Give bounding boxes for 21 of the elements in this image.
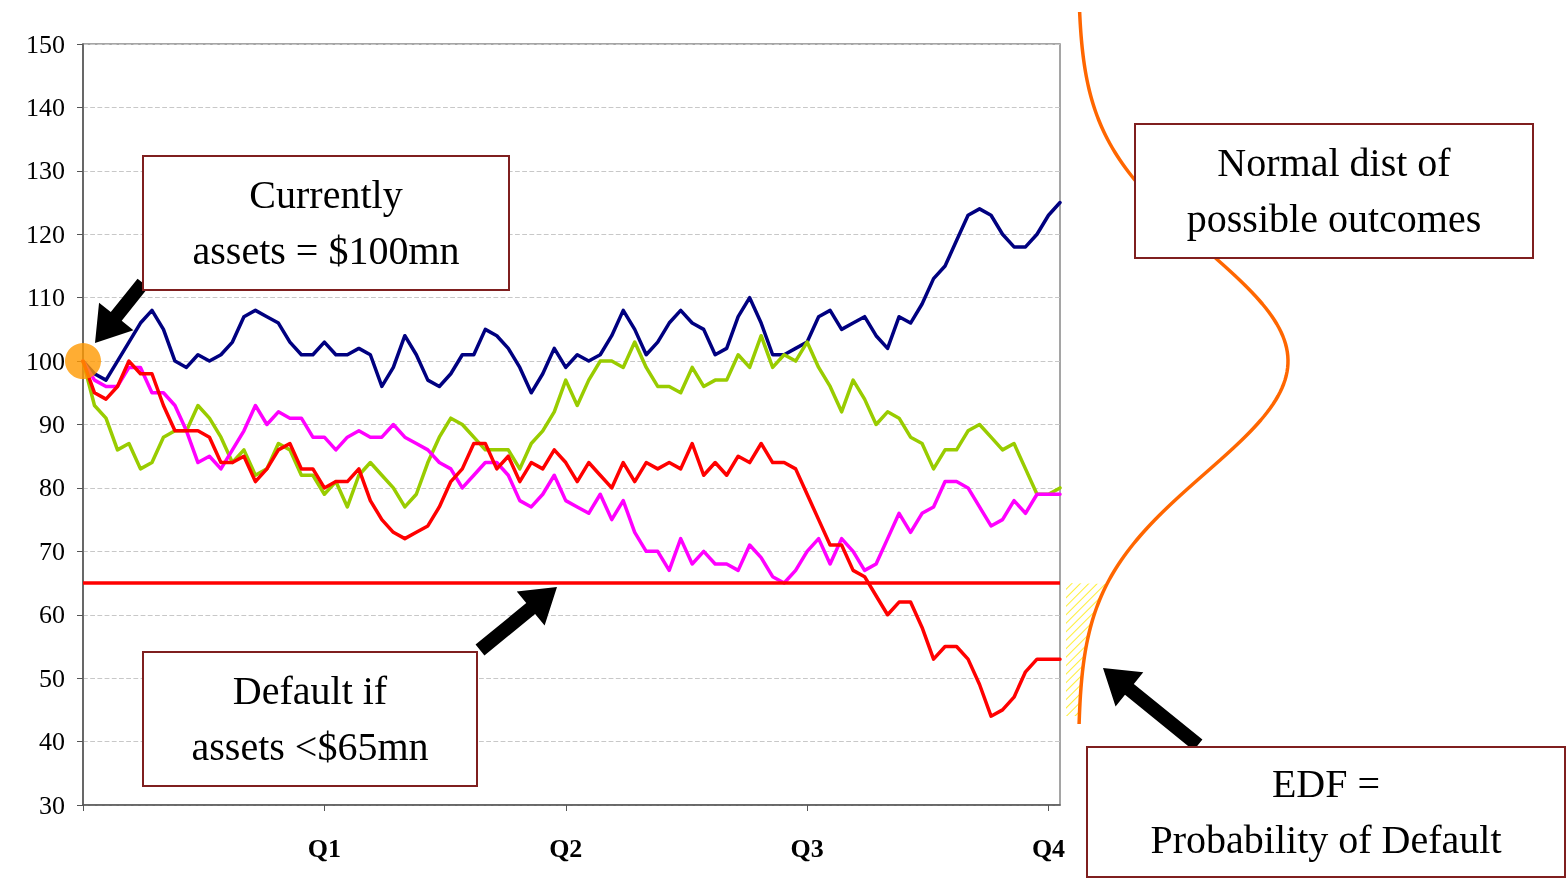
y-tick-label: 30 xyxy=(39,790,65,820)
x-tick-label: Q3 xyxy=(790,833,824,863)
y-tick-label: 50 xyxy=(39,663,65,693)
y-tick-label: 110 xyxy=(26,283,65,313)
y-tick-label: 140 xyxy=(26,92,65,122)
text: Normal dist of possible outcomes xyxy=(1134,123,1534,259)
x-tick-label: Q4 xyxy=(1031,833,1066,863)
x-tick-label: Q1 xyxy=(307,833,341,863)
y-tick-label: 120 xyxy=(26,219,65,249)
y-tick-label: 150 xyxy=(26,29,65,59)
y-tick-label: 100 xyxy=(26,346,65,376)
y-tick-label: 80 xyxy=(39,473,65,503)
y-tick-label: 40 xyxy=(39,727,65,757)
y-tick-label: 70 xyxy=(39,536,65,566)
y-tick-label: 90 xyxy=(39,410,65,439)
text: EDF = Probability of Default xyxy=(1086,746,1566,878)
x-tick-label: Q2 xyxy=(549,833,583,863)
y-tick-label: 60 xyxy=(39,600,65,630)
y-tick-label: 130 xyxy=(26,156,65,186)
annotation: Currently assets = $100mn xyxy=(142,155,510,291)
annotation: Default if assets <$65mn xyxy=(142,651,478,787)
